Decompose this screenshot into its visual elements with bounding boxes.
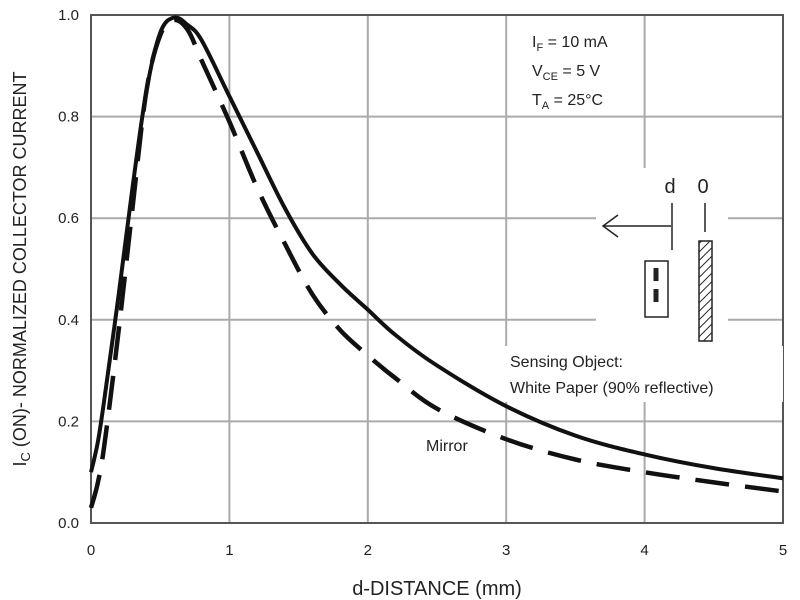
mirror-note: Mirror xyxy=(424,434,486,456)
diagram-zero-label: 0 xyxy=(697,176,708,198)
y-axis-label-rest: (ON)- NORMALIZED COLLECTOR CURRENT xyxy=(10,71,30,452)
y-axis-label: IC (ON)- NORMALIZED COLLECTOR CURRENT xyxy=(10,71,33,466)
y-tick-label: 0.0 xyxy=(58,515,79,532)
condition-ta: TA = 25°C xyxy=(532,92,603,112)
x-tick-label: 0 xyxy=(87,542,95,559)
note-backdrop xyxy=(503,346,783,402)
y-tick-label: 0.6 xyxy=(58,210,79,227)
y-tick-labels: 0.0 0.2 0.4 0.6 0.8 1.0 xyxy=(58,7,79,532)
sensing-object-note: Sensing Object: White Paper (90% reflect… xyxy=(503,346,783,402)
diagram-d-label: d xyxy=(664,176,675,198)
mirror-label: Mirror xyxy=(426,438,468,455)
series-line-white-paper xyxy=(89,15,784,481)
x-tick-label: 2 xyxy=(364,542,372,559)
plot-area-frame xyxy=(90,14,784,524)
sensing-diagram: d 0 xyxy=(596,168,728,350)
sensing-object-detail: White Paper (90% reflective) xyxy=(510,380,714,397)
y-tick-label: 0.4 xyxy=(58,312,79,329)
y-axis-label-main: I xyxy=(10,462,30,467)
arrow-left-icon xyxy=(601,214,671,238)
mirror-backdrop xyxy=(424,434,486,456)
x-tick-label: 4 xyxy=(640,542,648,559)
y-axis-label-sub: C xyxy=(18,452,33,461)
x-axis-label: d-DISTANCE (mm) xyxy=(352,578,522,600)
x-tick-label: 1 xyxy=(225,542,233,559)
sensing-object-title: Sensing Object: xyxy=(510,354,623,371)
series-line-mirror xyxy=(88,17,784,509)
condition-if: IF = 10 mA xyxy=(532,34,608,54)
y-tick-label: 0.2 xyxy=(58,413,79,430)
condition-vce: VCE = 5 V xyxy=(532,63,601,83)
x-tick-label: 5 xyxy=(779,542,787,559)
x-tick-label: 3 xyxy=(502,542,510,559)
sensor-icon xyxy=(644,260,669,318)
series-group xyxy=(88,15,784,509)
y-tick-label: 1.0 xyxy=(58,7,79,24)
x-tick-labels: 0 1 2 3 4 5 xyxy=(87,542,787,559)
reflector-icon xyxy=(698,240,713,342)
y-tick-label: 0.8 xyxy=(58,109,79,126)
test-conditions: IF = 10 mA VCE = 5 V TA = 25°C xyxy=(532,34,608,112)
